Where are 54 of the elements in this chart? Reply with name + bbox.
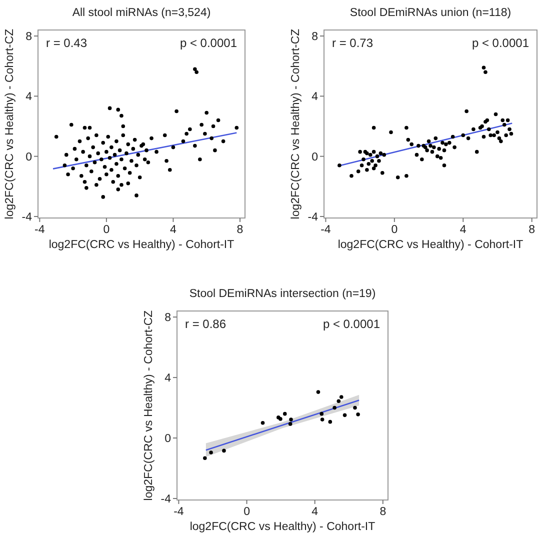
y-tick-label: -4 [160, 493, 172, 506]
point [260, 420, 265, 425]
point [282, 412, 287, 416]
annotation: r = 0.43 [46, 36, 88, 50]
annotation: p < 0.0001 [322, 317, 380, 331]
y-tick-label: 0 [26, 151, 32, 164]
point [320, 418, 324, 422]
annotation: p < 0.0001 [180, 36, 238, 50]
x-tick-label: 0 [244, 506, 250, 518]
x-tick-label: 0 [103, 224, 110, 236]
point [320, 412, 324, 416]
point [356, 412, 360, 416]
y-tick-label: 0 [164, 433, 171, 446]
point [222, 448, 226, 453]
x-tick-label: -4 [34, 224, 46, 236]
x-tick-label: 8 [380, 506, 386, 518]
point [353, 406, 357, 410]
point [328, 420, 332, 424]
chart-title: All stool miRNAs (n=3,524) [72, 7, 211, 19]
point [316, 390, 320, 394]
point [332, 406, 336, 410]
chart-title: Stool DEmiRNAs intersection (n=19) [189, 288, 376, 300]
chart-title: Stool DEmiRNAs union (n=118) [350, 7, 512, 19]
annotation: p < 0.0001 [472, 36, 530, 50]
y-tick-label: 0 [312, 151, 318, 164]
point [288, 422, 292, 426]
y-axis-title: log2FC(CRC vs Healthy) - Cohort-CZ [290, 28, 302, 220]
x-axis-title: log2FC(CRC vs Healthy) - Cohort-IT [338, 239, 524, 251]
point [289, 418, 293, 422]
y-tick-label: -4 [22, 211, 33, 224]
y-tick-label: 4 [26, 91, 33, 104]
point [203, 456, 207, 460]
x-tick-label: 4 [460, 224, 467, 236]
y-tick-label: -4 [308, 211, 319, 224]
x-tick-label: -4 [174, 506, 184, 518]
y-axis-title: log2FC(CRC vs Healthy) - Cohort-CZ [143, 310, 155, 501]
y-tick-label: 8 [312, 31, 318, 44]
x-tick-label: -4 [320, 224, 332, 236]
y-tick-label: 4 [164, 372, 172, 385]
x-axis-title: log2FC(CRC vs Healthy) - Cohort-IT [190, 521, 376, 533]
annotation: r = 0.86 [185, 317, 226, 331]
y-axis-title: log2FC(CRC vs Healthy) - Cohort-CZ [4, 28, 16, 220]
x-axis-title: log2FC(CRC vs Healthy) - Cohort-IT [48, 239, 234, 251]
x-tick-label: 0 [391, 224, 398, 236]
point [339, 395, 344, 399]
y-tick-label: 8 [26, 31, 32, 44]
point [209, 450, 213, 454]
point [342, 413, 347, 418]
x-tick-label: 8 [236, 224, 244, 236]
y-tick-label: 8 [164, 312, 171, 324]
annotation: r = 0.73 [332, 36, 374, 50]
x-tick-label: 8 [528, 224, 536, 236]
point [336, 399, 341, 404]
y-tick-label: 4 [312, 91, 319, 104]
